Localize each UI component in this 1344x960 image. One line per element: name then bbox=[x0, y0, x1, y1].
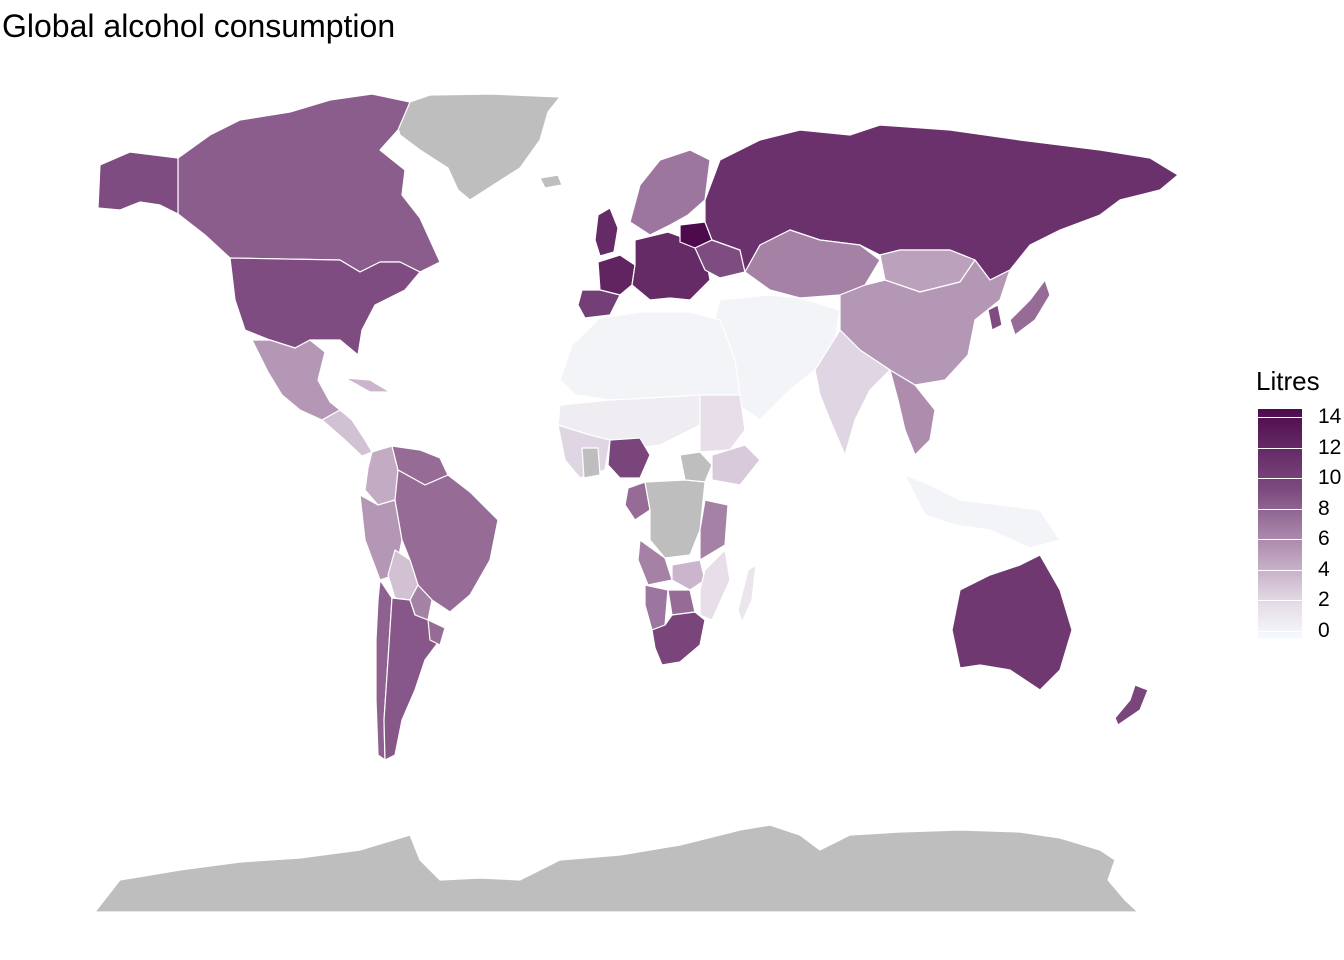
legend-tick-label: 14 bbox=[1318, 405, 1342, 428]
region-cuba[interactable] bbox=[344, 377, 391, 393]
legend-tick-label: 2 bbox=[1318, 588, 1330, 612]
region-mexico[interactable] bbox=[251, 339, 341, 421]
region-spain[interactable] bbox=[577, 289, 621, 319]
legend-tick-label: 0 bbox=[1318, 619, 1330, 642]
region-north-africa[interactable] bbox=[559, 311, 741, 401]
region-botswana[interactable] bbox=[667, 589, 696, 616]
legend-tick-label: 8 bbox=[1318, 496, 1330, 520]
region-scandinavia[interactable] bbox=[629, 149, 711, 236]
region-ethiopia[interactable] bbox=[711, 444, 761, 486]
region-central-america[interactable] bbox=[321, 409, 373, 457]
region-kazakhstan[interactable] bbox=[744, 229, 881, 299]
color-legend: Litres 14 12 10 8 6 4 2 0 bbox=[1256, 366, 1344, 656]
legend-tick-label: 12 bbox=[1318, 435, 1342, 459]
countries-layer bbox=[94, 93, 1179, 913]
region-antarctica[interactable] bbox=[94, 824, 1139, 913]
legend-tick-mark bbox=[1258, 569, 1302, 571]
region-namibia[interactable] bbox=[644, 584, 669, 631]
region-angola[interactable] bbox=[637, 539, 673, 586]
region-united-states[interactable] bbox=[229, 257, 421, 356]
region-colombia[interactable] bbox=[364, 445, 399, 506]
region-madagascar[interactable] bbox=[737, 564, 757, 623]
region-southeast-asia[interactable] bbox=[889, 369, 936, 456]
region-japan[interactable] bbox=[1009, 279, 1051, 336]
region-indonesia[interactable] bbox=[904, 474, 1061, 549]
legend-tick-mark bbox=[1258, 508, 1302, 510]
region-france[interactable] bbox=[597, 254, 636, 296]
legend-tick-mark bbox=[1258, 478, 1302, 480]
region-sudan[interactable] bbox=[699, 394, 746, 453]
region-canada[interactable] bbox=[177, 93, 441, 273]
legend-color-bar bbox=[1258, 409, 1302, 639]
region-uruguay[interactable] bbox=[427, 619, 446, 646]
region-dr-congo[interactable] bbox=[644, 479, 706, 559]
legend-tick-mark bbox=[1258, 600, 1302, 602]
legend-tick-mark bbox=[1258, 447, 1302, 449]
legend-tick-label: 6 bbox=[1318, 527, 1330, 551]
legend-tick-mark bbox=[1258, 539, 1302, 541]
region-congo[interactable] bbox=[624, 481, 651, 521]
region-ghana[interactable] bbox=[581, 447, 601, 479]
region-iceland[interactable] bbox=[539, 174, 563, 189]
legend-tick-mark bbox=[1258, 631, 1302, 632]
region-korea[interactable] bbox=[987, 304, 1003, 331]
region-south-sudan[interactable] bbox=[679, 451, 713, 483]
legend-tick-label: 10 bbox=[1318, 466, 1342, 490]
region-greenland[interactable] bbox=[391, 93, 561, 201]
region-zambia[interactable] bbox=[671, 559, 706, 591]
region-tanzania[interactable] bbox=[699, 499, 729, 561]
legend-title: Litres bbox=[1256, 366, 1320, 396]
world-map bbox=[94, 93, 1179, 913]
region-brazil[interactable] bbox=[394, 469, 499, 613]
region-argentina[interactable] bbox=[383, 597, 441, 761]
region-united-kingdom[interactable] bbox=[594, 207, 619, 257]
region-nigeria[interactable] bbox=[607, 437, 651, 479]
region-mozambique[interactable] bbox=[699, 549, 731, 621]
legend-tick-label: 4 bbox=[1318, 557, 1330, 581]
region-australia[interactable] bbox=[951, 554, 1073, 691]
legend-tick-mark bbox=[1258, 417, 1302, 418]
region-alaska[interactable] bbox=[97, 151, 179, 215]
region-india[interactable] bbox=[814, 329, 891, 456]
map-title: Global alcohol consumption bbox=[2, 8, 396, 44]
region-south-africa[interactable] bbox=[651, 611, 706, 666]
region-new-zealand[interactable] bbox=[1114, 684, 1149, 726]
